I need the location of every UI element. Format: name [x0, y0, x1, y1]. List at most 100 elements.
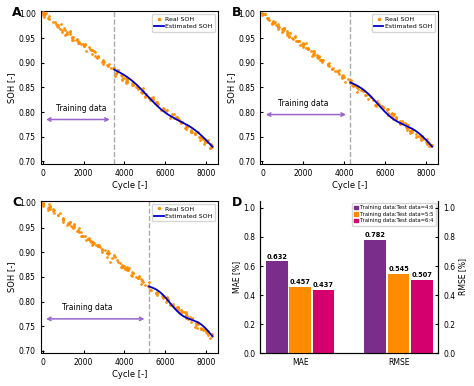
Point — [422, 139, 430, 145]
Point — [143, 91, 150, 97]
Point — [289, 35, 296, 41]
Point — [49, 19, 57, 25]
Point — [357, 87, 365, 93]
Point — [103, 250, 110, 256]
Point — [99, 61, 107, 67]
Point — [177, 120, 184, 126]
Point — [104, 248, 111, 254]
Point — [123, 80, 131, 86]
Point — [110, 253, 118, 259]
Point — [396, 121, 403, 127]
Point — [283, 32, 291, 38]
Point — [69, 37, 76, 43]
Point — [201, 138, 209, 144]
Point — [128, 273, 136, 279]
Point — [137, 281, 145, 287]
Point — [264, 15, 272, 21]
Point — [399, 120, 406, 126]
Point — [316, 57, 324, 63]
Point — [66, 219, 74, 225]
Point — [362, 92, 370, 98]
Point — [89, 239, 97, 245]
Point — [125, 267, 132, 274]
Point — [78, 41, 85, 47]
Point — [378, 103, 386, 109]
Point — [159, 295, 167, 301]
Point — [181, 309, 188, 315]
Point — [118, 77, 126, 83]
Point — [103, 62, 111, 68]
Point — [278, 29, 286, 35]
Point — [168, 113, 175, 119]
Point — [175, 117, 182, 123]
Point — [57, 20, 65, 27]
Point — [39, 200, 47, 207]
Point — [388, 110, 396, 116]
Point — [362, 92, 369, 98]
Point — [139, 89, 147, 95]
Point — [39, 10, 46, 17]
Point — [128, 269, 136, 276]
Point — [59, 27, 66, 34]
Point — [75, 225, 83, 231]
Point — [63, 222, 70, 228]
Point — [153, 102, 160, 108]
Point — [80, 43, 87, 49]
Point — [182, 309, 190, 315]
Point — [369, 97, 376, 103]
Point — [207, 145, 214, 151]
Point — [392, 114, 400, 120]
Point — [207, 145, 214, 151]
Point — [69, 37, 77, 43]
Point — [283, 30, 291, 36]
Point — [46, 203, 54, 210]
Point — [129, 82, 137, 88]
Point — [105, 63, 112, 69]
Point — [44, 207, 52, 213]
Point — [404, 125, 411, 131]
Point — [99, 58, 107, 64]
Point — [123, 74, 130, 81]
Point — [111, 73, 119, 79]
Point — [129, 269, 137, 276]
Point — [192, 320, 200, 326]
Point — [166, 301, 174, 308]
Point — [178, 119, 186, 125]
Legend: Real SOH, Estimated SOH: Real SOH, Estimated SOH — [372, 14, 435, 32]
X-axis label: Cycle [-]: Cycle [-] — [112, 370, 147, 379]
Point — [384, 110, 392, 117]
Point — [296, 42, 304, 48]
Point — [384, 105, 392, 112]
Point — [280, 25, 287, 32]
Point — [302, 45, 310, 51]
Point — [176, 309, 183, 315]
Point — [360, 87, 367, 93]
Point — [94, 54, 102, 60]
Point — [383, 106, 391, 112]
Point — [208, 141, 215, 147]
Point — [66, 29, 73, 35]
Point — [209, 143, 216, 149]
Point — [69, 34, 77, 40]
Point — [89, 241, 97, 247]
Point — [41, 11, 49, 17]
Point — [269, 19, 277, 25]
Point — [118, 264, 126, 270]
Point — [117, 72, 125, 78]
Point — [364, 91, 372, 97]
Point — [98, 59, 106, 65]
Point — [193, 318, 201, 325]
Point — [55, 212, 62, 218]
Point — [89, 51, 96, 58]
Point — [397, 120, 405, 126]
Point — [324, 61, 331, 68]
Point — [46, 15, 53, 22]
Point — [264, 16, 272, 22]
Point — [193, 325, 201, 331]
Point — [207, 335, 214, 341]
Point — [169, 301, 177, 307]
Point — [153, 101, 161, 107]
Point — [279, 26, 287, 32]
Point — [161, 108, 168, 114]
Point — [118, 264, 126, 270]
